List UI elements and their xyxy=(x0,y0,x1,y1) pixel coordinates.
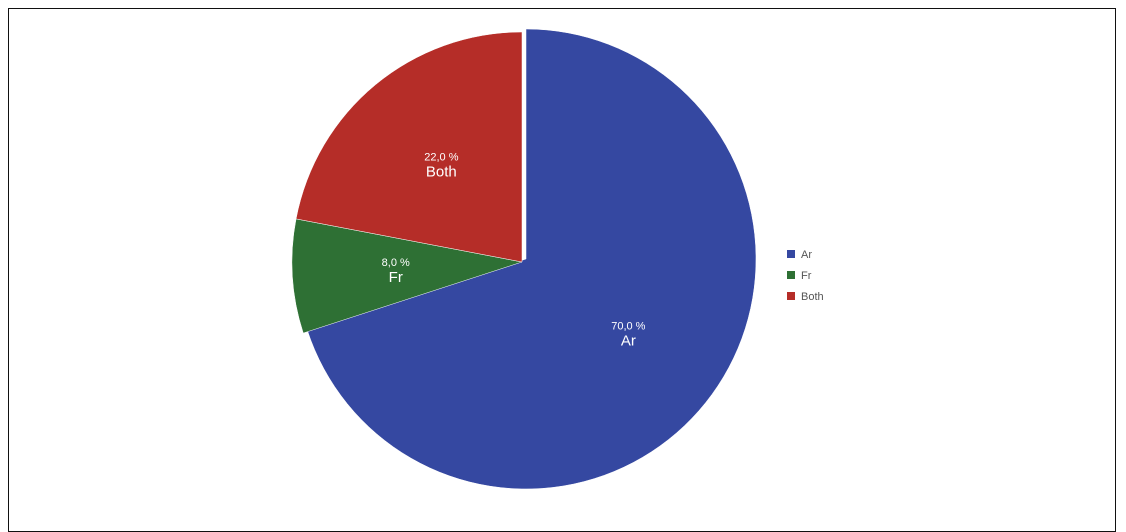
legend-swatch xyxy=(787,250,795,258)
pie-slices xyxy=(291,28,757,490)
slice-percent-label: 70,0 % xyxy=(611,320,645,332)
slice-percent-label: 8,0 % xyxy=(382,257,410,269)
legend-label: Both xyxy=(801,291,824,303)
legend-label: Fr xyxy=(801,270,812,282)
legend-swatch xyxy=(787,292,795,300)
slice-category-label: Both xyxy=(426,164,457,181)
slice-label-ar: 70,0 %Ar xyxy=(611,320,645,349)
legend: Ar Fr Both xyxy=(787,249,824,303)
slice-label-fr: 8,0 %Fr xyxy=(382,257,410,286)
slice-category-label: Ar xyxy=(621,332,636,349)
legend-item-fr: Fr xyxy=(787,270,812,282)
legend-item-ar: Ar xyxy=(787,249,812,261)
slice-category-label: Fr xyxy=(389,269,403,286)
slice-label-both: 22,0 %Both xyxy=(424,152,458,181)
pie-slice-fr xyxy=(291,218,523,334)
slice-percent-label: 22,0 % xyxy=(424,152,458,164)
legend-label: Ar xyxy=(801,249,812,261)
slice-labels: 70,0 %Ar 8,0 %Fr 22,0 %Both xyxy=(382,152,646,350)
pie-slice-both xyxy=(295,31,523,263)
legend-swatch xyxy=(787,271,795,279)
pie-slice-ar xyxy=(306,28,757,490)
legend-item-both: Both xyxy=(787,291,824,303)
